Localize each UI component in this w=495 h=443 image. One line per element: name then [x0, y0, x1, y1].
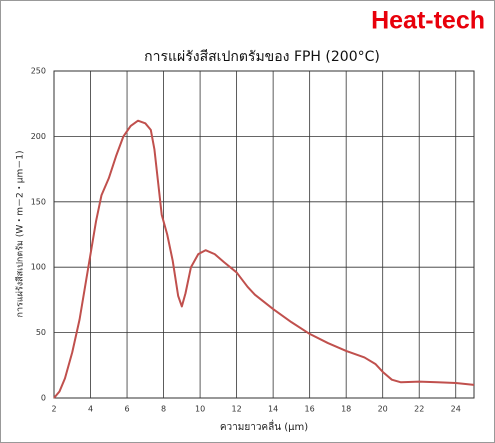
y-axis-label: การแผ่รังสีสเปกตรัม (W・m－2・μm－1): [15, 151, 26, 318]
x-tick-label: 6: [124, 405, 129, 414]
brand: Heat-tech: [371, 7, 485, 35]
x-tick-label: 4: [88, 405, 93, 414]
x-tick-label: 18: [341, 405, 351, 414]
x-tick-label: 24: [451, 405, 461, 414]
x-tick-label: 14: [268, 405, 278, 414]
x-tick-label: 16: [305, 405, 315, 414]
x-tick-label: 8: [161, 405, 166, 414]
y-tick-label: 0: [41, 394, 46, 403]
y-tick-label: 250: [31, 67, 46, 76]
x-tick-label: 12: [232, 405, 242, 414]
x-axis-label: ความยาวคลื่น (μm): [220, 419, 308, 433]
x-tick-label: 10: [195, 405, 205, 414]
x-tick-label: 22: [414, 405, 424, 414]
data-line: [53, 119, 475, 399]
chart-title: การแผ่รังสีสเปกตรัมของ FPH (200°C): [144, 49, 380, 65]
x-tick-label: 2: [51, 405, 56, 414]
x-tick-label: 20: [378, 405, 388, 414]
y-tick-label: 200: [31, 132, 46, 141]
plot-area: [53, 70, 475, 399]
y-tick-label: 50: [36, 328, 46, 337]
y-tick-label: 150: [31, 197, 46, 206]
y-tick-label: 100: [31, 263, 46, 272]
